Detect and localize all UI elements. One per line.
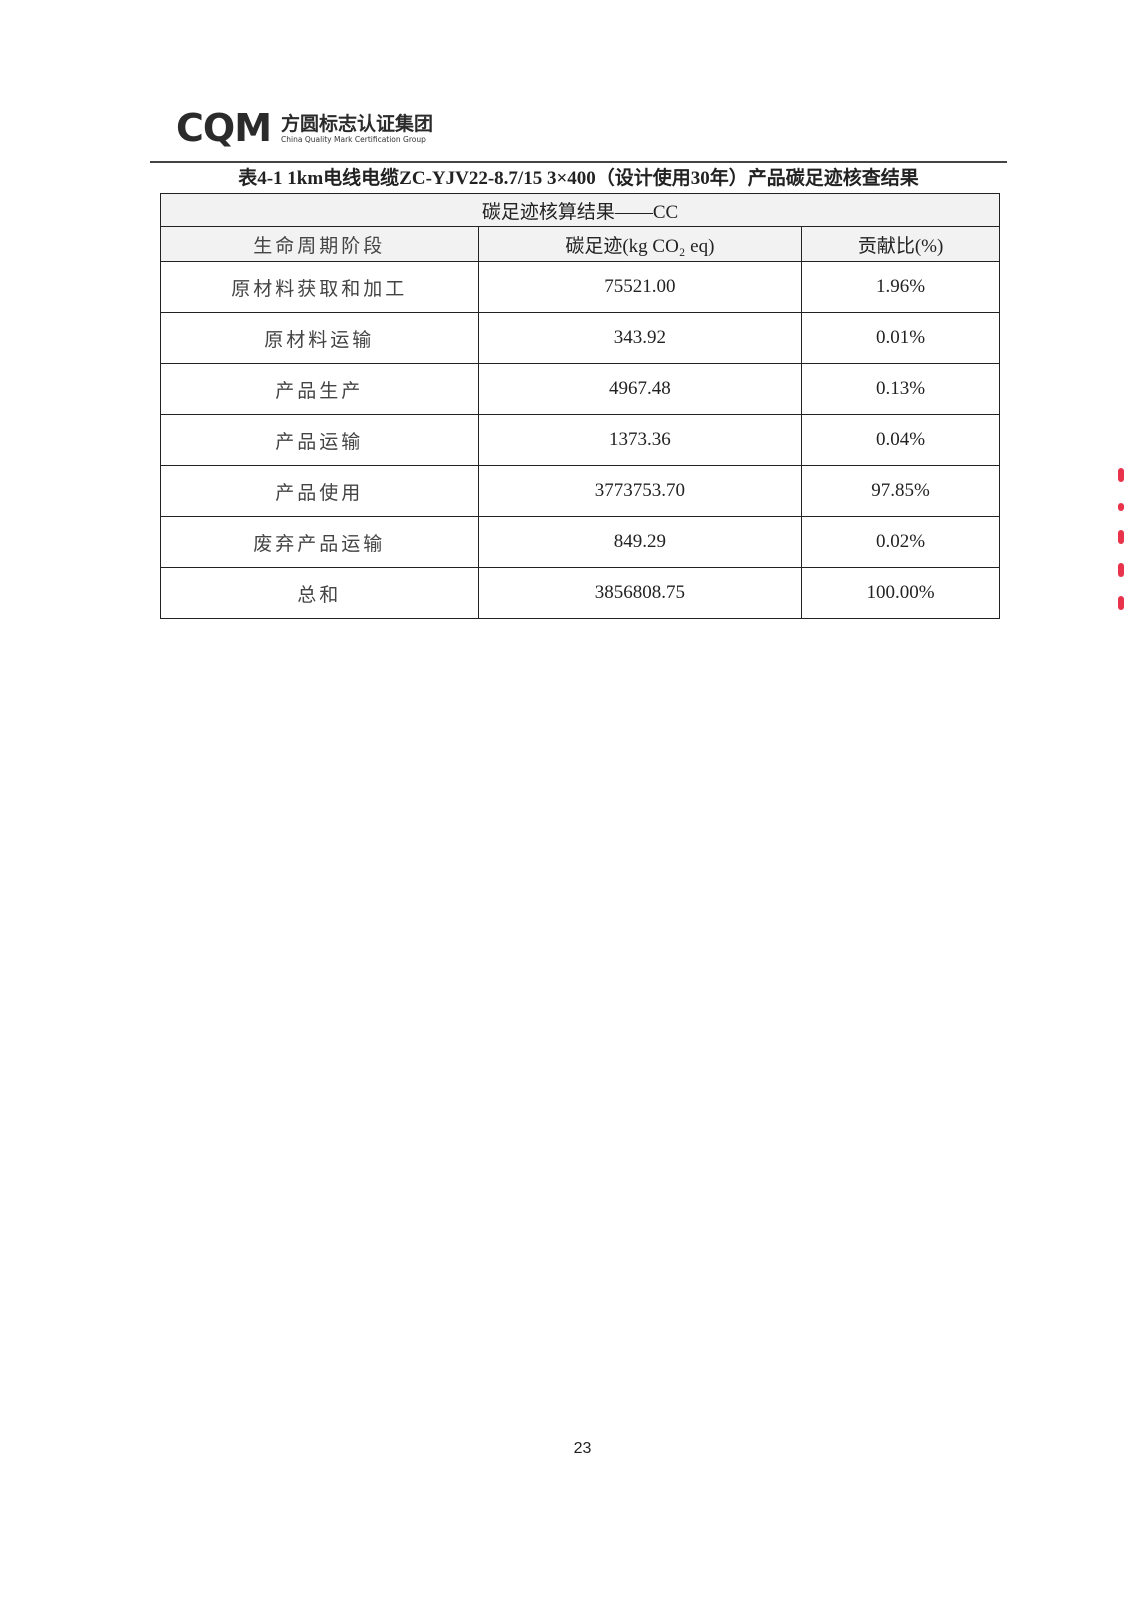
- cqm-logo: CQM 方圆标志认证集团 China Quality Mark Certific…: [176, 106, 433, 150]
- logo-cn: 方圆标志认证集团: [281, 112, 434, 135]
- stage-cell: 原材料获取和加工: [160, 261, 479, 313]
- table-caption: 表4-1 1km电线电缆ZC-YJV22-8.7/15 3×400（设计使用30…: [238, 168, 919, 189]
- ratio-cell: 0.01%: [801, 312, 1000, 364]
- footprint-cell: 3773753.70: [477, 465, 803, 517]
- header-rule: [150, 161, 1007, 163]
- table-row: 废弃产品运输 849.29 0.02%: [160, 516, 1000, 568]
- stage-cell: 原材料运输: [160, 312, 479, 364]
- table-row: 产品使用 3773753.70 97.85%: [160, 465, 1000, 517]
- footprint-cell: 849.29: [477, 516, 803, 568]
- ratio-cell: 0.02%: [801, 516, 1000, 568]
- column-header: 生命周期阶段: [160, 226, 479, 262]
- column-header: 贡献比(%): [801, 226, 1000, 262]
- stage-cell: 产品运输: [160, 414, 479, 466]
- column-header: 碳足迹(kg CO₂ eq): [477, 226, 803, 262]
- ratio-cell: 1.96%: [801, 261, 1000, 313]
- footprint-cell: 4967.48: [477, 363, 803, 415]
- table-row: 产品生产 4967.48 0.13%: [160, 363, 1000, 415]
- footprint-cell: 343.92: [477, 312, 803, 364]
- table-row: 原材料运输 343.92 0.01%: [160, 312, 1000, 364]
- seal-stamp-fragment: [1116, 468, 1127, 614]
- ratio-cell: 100.00%: [801, 567, 1000, 619]
- footprint-cell: 1373.36: [477, 414, 803, 466]
- carbon-footprint-table: 碳足迹核算结果——CC 生命周期阶段 碳足迹(kg CO₂ eq) 贡献比(%)…: [160, 193, 1000, 619]
- table-row: 产品运输 1373.36 0.04%: [160, 414, 1000, 466]
- table-row: 原材料获取和加工 75521.00 1.96%: [160, 261, 1000, 313]
- table-title: 碳足迹核算结果——CC: [160, 193, 1000, 227]
- footprint-cell: 75521.00: [477, 261, 803, 313]
- stage-cell: 废弃产品运输: [160, 516, 479, 568]
- table-row: 总和 3856808.75 100.00%: [160, 567, 1000, 619]
- footprint-cell: 3856808.75: [477, 567, 803, 619]
- logo-mark: CQM: [176, 106, 272, 150]
- stage-cell: 总和: [160, 567, 479, 619]
- ratio-cell: 97.85%: [801, 465, 1000, 517]
- stage-cell: 产品生产: [160, 363, 479, 415]
- ratio-cell: 0.13%: [801, 363, 1000, 415]
- page-number: 23: [573, 1440, 592, 1457]
- ratio-cell: 0.04%: [801, 414, 1000, 466]
- stage-cell: 产品使用: [160, 465, 479, 517]
- logo-en: China Quality Mark Certification Group: [281, 134, 426, 144]
